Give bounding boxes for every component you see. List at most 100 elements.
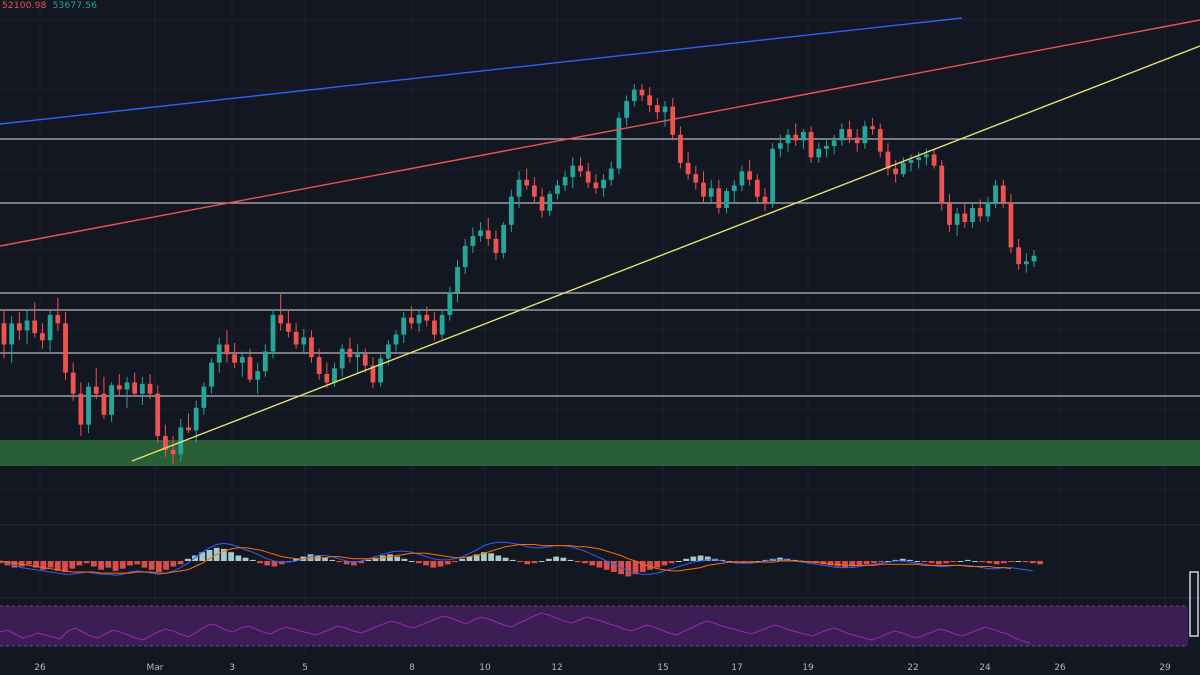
macd-hist-74 <box>531 561 538 564</box>
macd-hist-94 <box>676 561 682 562</box>
candle-body-132 <box>1016 247 1022 265</box>
x-tick-label-8: 17 <box>731 663 742 673</box>
macd-hist-21 <box>148 561 155 570</box>
macd-hist-90 <box>647 561 653 570</box>
macd-hist-122 <box>878 561 884 563</box>
macd-hist-33 <box>235 555 242 561</box>
macd-hist-20 <box>141 561 148 568</box>
candle-body-45 <box>347 348 353 358</box>
macd-hist-88 <box>632 561 639 575</box>
macd-hist-7 <box>47 561 54 568</box>
candle-body-50 <box>385 344 391 359</box>
candle-body-58 <box>447 292 453 315</box>
candle-body-27 <box>209 362 214 387</box>
macd-hist-41 <box>293 558 299 561</box>
macd-hist-82 <box>589 561 596 566</box>
candle-body-85 <box>654 105 660 113</box>
macd-hist-10 <box>69 561 76 569</box>
candle-body-8 <box>63 323 68 373</box>
macd-hist-101 <box>726 561 733 562</box>
macd-hist-13 <box>91 561 97 567</box>
candle-body-9 <box>70 372 76 394</box>
candle-body-127 <box>977 207 983 217</box>
macd-hist-54 <box>387 554 393 561</box>
candle-body-15 <box>116 385 122 390</box>
macd-hist-9 <box>62 561 68 572</box>
macd-hist-84 <box>603 561 610 570</box>
candle-body-31 <box>239 357 245 363</box>
candle-body-66 <box>508 196 514 225</box>
candle-body-37 <box>286 323 291 332</box>
macd-hist-106 <box>762 559 769 561</box>
candle-body-116 <box>893 168 899 175</box>
candle-body-70 <box>539 196 545 211</box>
trendline-red <box>0 19 1200 247</box>
candle-body-61 <box>470 236 476 246</box>
macd-hist-77 <box>553 556 559 561</box>
candle-body-95 <box>731 185 737 192</box>
candle-body-96 <box>739 171 745 186</box>
macd-hist-5 <box>33 561 39 568</box>
candle-body-32 <box>247 357 253 380</box>
macd-hist-40 <box>286 561 292 563</box>
macd-hist-120 <box>863 561 870 565</box>
macd-hist-119 <box>856 561 863 566</box>
x-tick-label-11: 24 <box>979 663 991 673</box>
candle-body-133 <box>1023 261 1029 265</box>
candle-body-115 <box>885 151 891 169</box>
candle-body-43 <box>332 368 337 383</box>
candle-body-3 <box>24 320 30 331</box>
candle-body-34 <box>262 351 268 372</box>
candle-body-41 <box>316 357 322 374</box>
candle-body-65 <box>501 224 507 253</box>
macd-hist-83 <box>596 561 603 568</box>
candle-body-55 <box>424 314 430 321</box>
candle-body-81 <box>624 100 629 118</box>
macd-hist-126 <box>907 559 913 561</box>
macd-hist-115 <box>827 561 834 566</box>
candle-body-107 <box>824 146 829 149</box>
candle-body-110 <box>847 129 852 138</box>
macd-hist-114 <box>820 561 827 565</box>
candle-body-89 <box>685 162 691 175</box>
candle-body-80 <box>616 117 622 169</box>
candle-body-129 <box>993 185 998 203</box>
macd-hist-93 <box>668 561 675 564</box>
macd-hist-12 <box>83 561 90 564</box>
candle-body-103 <box>793 134 799 141</box>
candle-body-5 <box>40 333 45 341</box>
macd-hist-22 <box>156 561 162 572</box>
macd-hist-75 <box>538 561 545 562</box>
macd-hist-18 <box>127 561 133 566</box>
time-axis: 26 Mar 3 5 8 10 12 15 17 19 22 24 26 29 <box>34 663 1171 673</box>
macd-hist-34 <box>242 557 249 561</box>
candle-body-35 <box>270 314 276 352</box>
macd-hist-138 <box>993 561 1000 565</box>
pane-resize-handle <box>1189 571 1199 637</box>
macd-line <box>0 541 1033 576</box>
macd-hist-112 <box>806 561 812 563</box>
macd-hist-137 <box>986 561 993 564</box>
macd-hist-58 <box>416 561 422 564</box>
candle-body-62 <box>478 230 483 237</box>
macd-hist-37 <box>264 561 271 566</box>
candle-body-91 <box>701 182 706 197</box>
candle-body-39 <box>301 337 307 345</box>
macd-hist-87 <box>625 561 632 577</box>
candle-body-2 <box>16 323 22 331</box>
candle-body-113 <box>870 126 875 130</box>
macd-hist-144 <box>1037 561 1043 565</box>
candle-body-59 <box>455 267 460 293</box>
macd-hist-70 <box>502 557 509 561</box>
trendlines-layer <box>0 17 1200 462</box>
candle-body-124 <box>954 213 960 225</box>
candle-body-63 <box>485 230 491 239</box>
candle-body-46 <box>355 354 360 358</box>
macd-hist-105 <box>755 561 762 562</box>
macd-hist-19 <box>134 561 141 565</box>
candle-body-77 <box>593 182 599 189</box>
candle-body-56 <box>432 320 437 335</box>
macd-hist-133 <box>957 561 964 562</box>
